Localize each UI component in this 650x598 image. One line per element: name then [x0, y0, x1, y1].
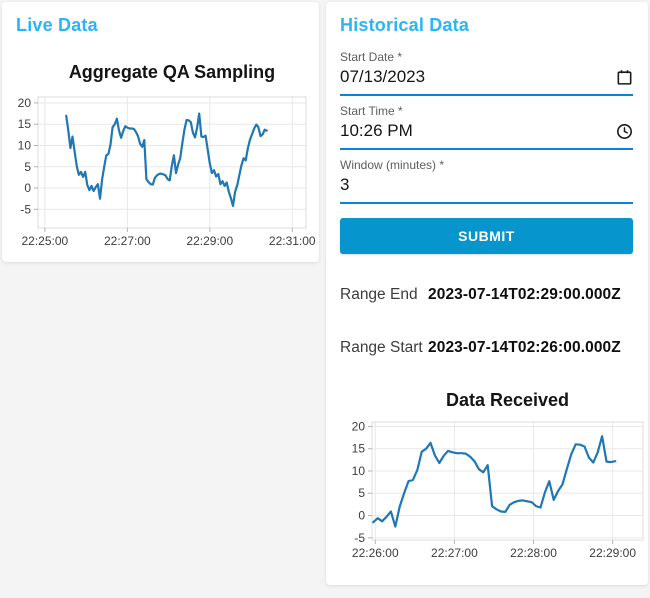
aggregate-qa-sampling-chart: -5 0 5 10 15 20 22:25:00 22:27:00 22:29:00 22:31:…	[18, 96, 316, 248]
svg-text:20: 20	[352, 419, 366, 433]
svg-text:0: 0	[358, 509, 365, 523]
svg-text:22:29:00: 22:29:00	[589, 546, 636, 560]
svg-text:0: 0	[24, 181, 31, 195]
svg-text:-5: -5	[20, 202, 31, 216]
svg-text:5: 5	[24, 160, 31, 174]
svg-text:22:26:00: 22:26:00	[352, 546, 399, 560]
svg-text:22:29:00: 22:29:00	[186, 234, 233, 248]
svg-text:22:27:00: 22:27:00	[431, 546, 478, 560]
start-date-input[interactable]	[340, 67, 615, 87]
data-received-chart: -5 0 5 10 15 20 22:26:00 22:27:00 22:28:00 22:29:…	[352, 419, 644, 560]
live-data-panel-title: Live Data	[16, 15, 98, 35]
aggregate-chart-title: Aggregate QA Sampling	[68, 62, 276, 82]
svg-text:5: 5	[358, 486, 365, 500]
range-end-row: Range End 2023-07-14T02:29:00.000Z	[340, 286, 633, 304]
range-start-value: 2023-07-14T02:26:00.000Z	[428, 339, 621, 356]
historical-data-panel-title: Historical Data	[340, 15, 470, 35]
svg-text:15: 15	[352, 442, 366, 456]
live-data-panel: Live Data Aggregate QA Sampling -5 0 5 10 15…	[2, 2, 319, 262]
svg-text:20: 20	[18, 96, 32, 110]
svg-text:10: 10	[352, 464, 366, 478]
start-time-label: Start Time *	[340, 104, 403, 118]
historical-form: Start Date * Start Time *	[340, 50, 633, 254]
svg-text:22:27:00: 22:27:00	[104, 234, 151, 248]
start-time-input[interactable]	[340, 121, 615, 141]
svg-text:22:31:00: 22:31:00	[269, 234, 316, 248]
range-start-label: Range Start	[340, 339, 423, 356]
range-start-row: Range Start 2023-07-14T02:26:00.000Z	[340, 339, 633, 357]
calendar-icon[interactable]	[615, 68, 633, 86]
svg-text:10: 10	[18, 138, 32, 152]
historical-data-panel: Historical Data Start Date * Start Time …	[326, 2, 648, 585]
start-time-input-row	[340, 118, 633, 150]
svg-text:15: 15	[18, 117, 32, 131]
start-date-input-row	[340, 64, 633, 96]
start-time-field: Start Time *	[340, 104, 633, 150]
svg-text:22:25:00: 22:25:00	[22, 234, 69, 248]
start-date-field: Start Date *	[340, 50, 633, 96]
svg-text:-5: -5	[354, 531, 365, 545]
submit-button[interactable]: SUBMIT	[340, 218, 633, 254]
window-minutes-input-row	[340, 172, 633, 204]
start-date-label: Start Date *	[340, 50, 403, 64]
range-end-label: Range End	[340, 286, 418, 303]
window-minutes-label: Window (minutes) *	[340, 158, 445, 172]
clock-icon[interactable]	[615, 122, 633, 140]
range-end-value: 2023-07-14T02:29:00.000Z	[428, 286, 621, 303]
window-minutes-input[interactable]	[340, 175, 633, 195]
svg-text:22:28:00: 22:28:00	[510, 546, 557, 560]
window-minutes-field: Window (minutes) *	[340, 158, 633, 204]
data-received-chart-title: Data Received	[445, 390, 570, 410]
